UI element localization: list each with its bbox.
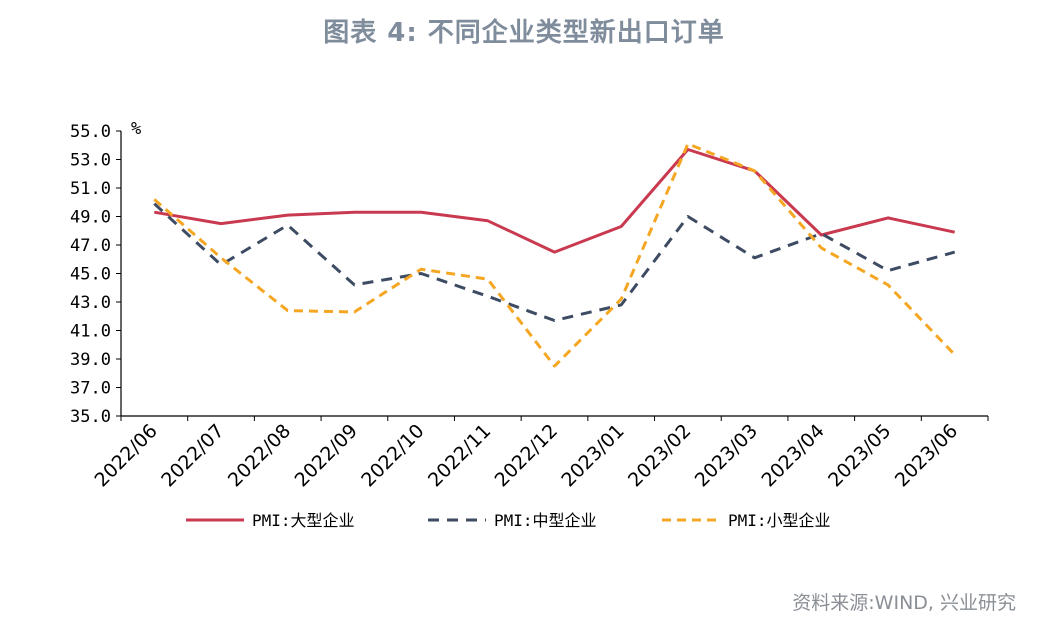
y-tick-label: 43.0 bbox=[70, 293, 111, 313]
y-tick-label: 47.0 bbox=[70, 236, 111, 256]
y-tick-label: 53.0 bbox=[70, 151, 111, 171]
x-tick-label: 2022/08 bbox=[224, 420, 295, 491]
x-tick-label: 2022/07 bbox=[157, 420, 228, 491]
chart-title: 图表 4: 不同企业类型新出口订单 bbox=[323, 18, 725, 48]
line-chart: 35.0 37.0 39.0 41.0 43.0 45.0 47.0 49.0 51.0 53.0… bbox=[70, 119, 989, 530]
y-tick-label: 49.0 bbox=[70, 208, 111, 228]
x-tick-label: 2023/03 bbox=[691, 420, 762, 491]
series-line-1 bbox=[154, 148, 956, 254]
chart-axes bbox=[120, 131, 988, 417]
y-tick-label: 55.0 bbox=[70, 122, 111, 142]
series-lines bbox=[153, 142, 956, 368]
x-tick-label: 2023/04 bbox=[757, 420, 828, 491]
legend-label-2: PMI:中型企业 bbox=[494, 511, 597, 530]
y-tick-label: 45.0 bbox=[70, 265, 111, 285]
x-tick-label: 2022/12 bbox=[491, 420, 562, 491]
y-axis-ticks: 35.0 37.0 39.0 41.0 43.0 45.0 47.0 49.0 51.0 53.0… bbox=[70, 122, 121, 427]
x-tick-label: 2022/09 bbox=[291, 420, 362, 491]
legend-label-3: PMI:小型企业 bbox=[728, 511, 831, 530]
x-tick-label: 2022/06 bbox=[91, 420, 162, 491]
x-tick-label: 2023/02 bbox=[624, 420, 695, 491]
x-tick-label: 2023/05 bbox=[824, 420, 895, 491]
x-tick-label: 2023/01 bbox=[557, 420, 628, 491]
y-tick-label: 41.0 bbox=[70, 322, 111, 342]
x-axis-ticks: 2022/062022/072022/082022/092022/102022/… bbox=[91, 416, 989, 491]
series-line-3 bbox=[153, 142, 956, 368]
x-tick-label: 2022/10 bbox=[357, 420, 428, 491]
legend: PMI:大型企业 PMI:中型企业 PMI:小型企业 bbox=[186, 511, 831, 530]
x-tick-label: 2022/11 bbox=[424, 420, 495, 491]
source-note: 资料来源:WIND, 兴业研究 bbox=[792, 592, 1016, 614]
y-tick-label: 37.0 bbox=[70, 379, 111, 399]
y-tick-label: 51.0 bbox=[70, 179, 111, 199]
y-tick-label: 35.0 bbox=[70, 407, 111, 427]
x-tick-label: 2023/06 bbox=[891, 420, 962, 491]
legend-label-1: PMI:大型企业 bbox=[252, 511, 355, 530]
y-axis-unit-label: % bbox=[131, 119, 141, 139]
series-line-2 bbox=[153, 202, 956, 322]
y-tick-label: 39.0 bbox=[70, 350, 111, 370]
